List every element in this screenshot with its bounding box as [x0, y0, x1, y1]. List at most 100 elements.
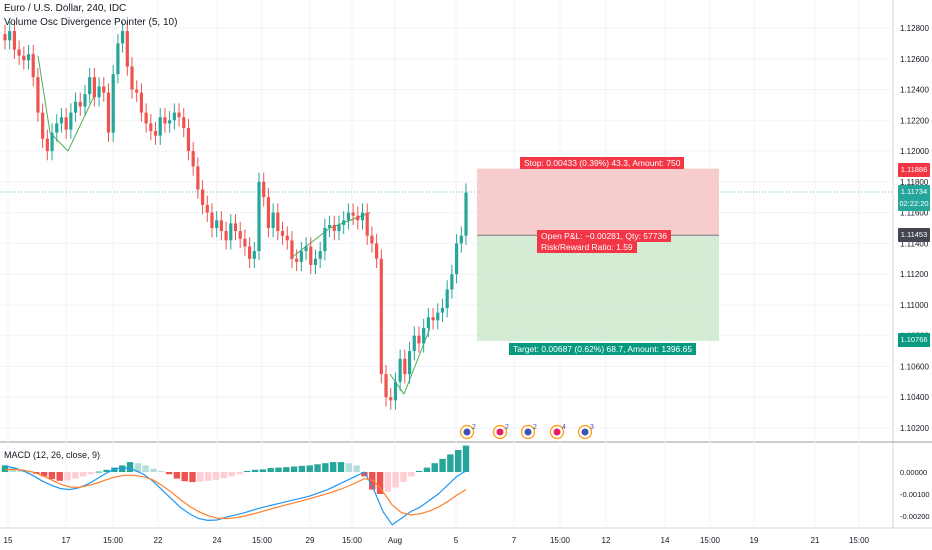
candle-body — [271, 212, 275, 228]
candle-body — [73, 101, 78, 113]
event-count: 3 — [590, 424, 594, 431]
risk-reward-label[interactable]: Risk/Reward Ratio: 1.59 — [537, 241, 637, 253]
candle-body — [8, 31, 12, 41]
macd-histogram-bar — [345, 463, 352, 472]
candle-body — [172, 112, 176, 121]
candle-body — [97, 86, 101, 98]
time-tick-label: 15:00 — [103, 536, 124, 545]
time-tick-label: 7 — [512, 536, 517, 545]
candle-body — [332, 224, 336, 232]
candle-body — [445, 289, 449, 308]
candle-body — [210, 212, 214, 228]
macd-title: MACD (12, 26, close, 9) — [4, 450, 101, 460]
target-label[interactable]: Target: 0.00687 (0.62%) 68.7, Amount: 13… — [509, 343, 697, 355]
event-count: 2 — [472, 424, 476, 431]
time-tick-label: 14 — [661, 536, 670, 545]
candle-body — [327, 224, 332, 228]
flag-icon — [496, 428, 504, 436]
divergence-line — [403, 327, 431, 395]
macd-histogram-bar — [259, 469, 267, 472]
candle-body — [459, 235, 463, 244]
macd-histogram-bar — [267, 468, 274, 472]
stop-label[interactable]: Stop: 0.00433 (0.39%) 43.3, Amount: 750 — [520, 157, 685, 169]
candle-body — [158, 117, 162, 136]
candle-body — [252, 251, 256, 259]
price-tick-label: 1.11600 — [900, 209, 929, 218]
price-tick-label: 1.11800 — [900, 178, 929, 187]
candle-body — [375, 243, 379, 259]
macd-histogram-bar — [48, 472, 56, 480]
macd-histogram-bar — [314, 464, 321, 472]
candle-body — [370, 235, 374, 244]
candle-body — [379, 258, 383, 375]
candle-body — [41, 112, 45, 139]
candle-body — [45, 138, 49, 152]
candle-body — [22, 55, 26, 61]
candle-body — [262, 181, 266, 198]
time-tick-label: 17 — [62, 536, 71, 545]
time-tick-label: 15:00 — [252, 536, 273, 545]
time-tick-label: 24 — [213, 536, 222, 545]
signal-line — [4, 468, 467, 520]
macd-histogram-bar — [197, 472, 204, 482]
candle-body — [295, 258, 299, 262]
macd-histogram-bar — [17, 469, 24, 472]
macd-histogram-bar — [454, 450, 462, 472]
macd-histogram-bar — [275, 467, 282, 472]
candle-body — [257, 181, 261, 252]
macd-histogram-bar — [150, 468, 157, 472]
candle-body — [125, 31, 129, 67]
candle-body — [233, 223, 238, 232]
event-count: 2 — [533, 424, 537, 431]
candle-body — [417, 335, 421, 344]
candle-body — [31, 54, 35, 78]
macd-histogram-bar — [103, 469, 110, 472]
candle-body — [454, 243, 459, 275]
macd-histogram-bar — [189, 472, 196, 483]
candle-body — [55, 123, 59, 133]
candle-body — [36, 77, 40, 113]
macd-histogram-bar — [204, 472, 212, 481]
candle-body — [238, 231, 242, 239]
candle-body — [116, 43, 120, 75]
candle-body — [205, 204, 209, 213]
macd-histogram-bar — [165, 472, 173, 475]
time-tick-label: 15:00 — [550, 536, 571, 545]
candle-body — [304, 246, 308, 252]
time-tick-label: 29 — [306, 536, 315, 545]
candle-body — [177, 112, 181, 118]
candle-body — [426, 317, 430, 328]
candle-body — [384, 374, 388, 398]
candle-body — [191, 151, 195, 167]
macd-histogram-bar — [376, 472, 384, 494]
candle-body — [323, 228, 327, 252]
candle-body — [360, 212, 365, 221]
time-tick-label: 15:00 — [849, 536, 870, 545]
candle-body — [215, 220, 219, 228]
candle-body — [398, 358, 402, 382]
candle-body — [313, 258, 318, 265]
macd-histogram-bar — [361, 472, 368, 477]
candle-body — [149, 123, 153, 132]
price-tick-label: 1.12600 — [900, 55, 929, 64]
event-count: 2 — [505, 424, 509, 431]
macd-histogram-bar — [400, 472, 407, 482]
macd-histogram-bar — [56, 472, 63, 481]
candle-body — [389, 397, 393, 401]
candle-body — [299, 251, 303, 262]
candle-body — [59, 117, 64, 124]
open-pnl-label[interactable]: Open P&L: −0.00281, Qty: 57736 — [537, 230, 671, 242]
time-tick-label: 15:00 — [342, 536, 363, 545]
stop-price-tag: 1.11886 — [898, 163, 930, 177]
candle-body — [196, 166, 200, 190]
candle-body — [83, 94, 87, 107]
divergence-line — [37, 55, 51, 133]
candle-body — [92, 77, 96, 98]
indicator-title: Volume Osc Divergence Pointer (5, 10) — [4, 17, 178, 28]
candle-body — [50, 132, 54, 152]
candle-body — [346, 212, 350, 221]
price-tick-label: 1.10600 — [900, 362, 929, 371]
time-tick-label: 15 — [4, 536, 13, 545]
macd-histogram-bar — [283, 467, 290, 472]
